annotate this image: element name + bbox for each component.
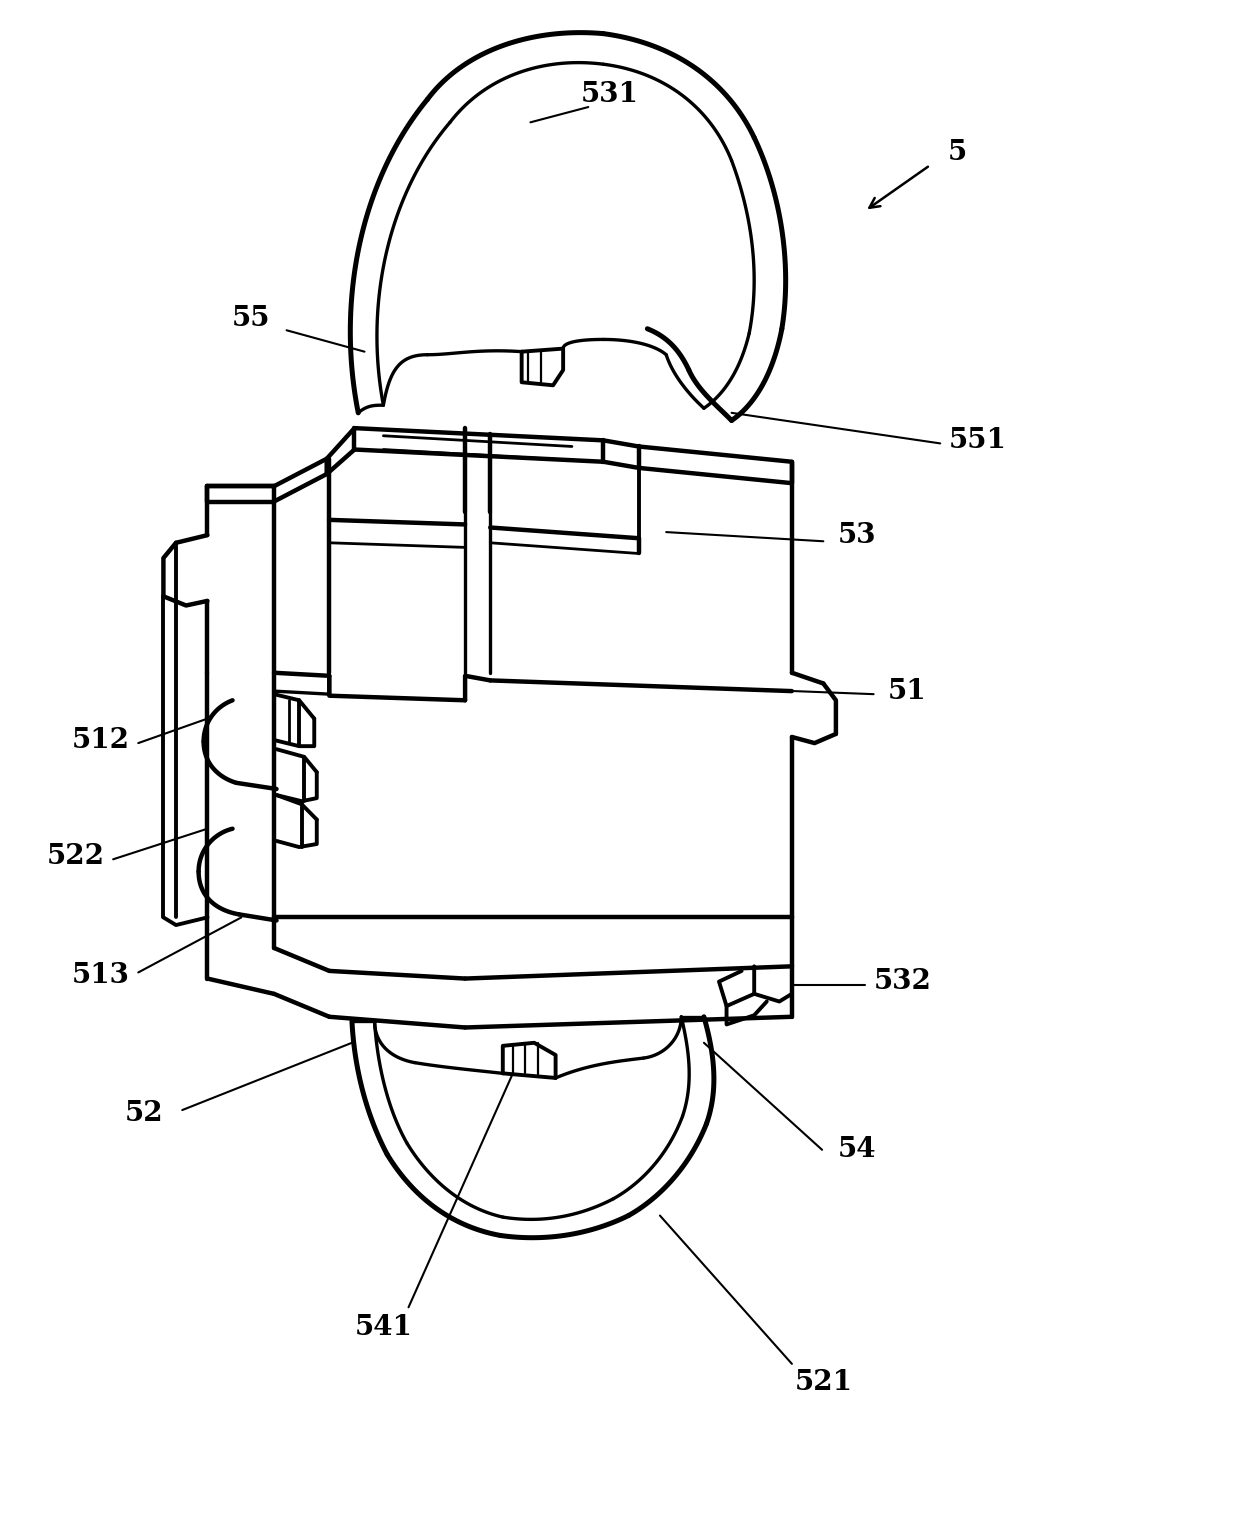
Text: 55: 55: [233, 304, 270, 332]
Text: 521: 521: [794, 1368, 852, 1396]
Text: 51: 51: [889, 677, 926, 705]
Text: 541: 541: [354, 1313, 412, 1341]
Text: 54: 54: [838, 1136, 876, 1164]
Text: 513: 513: [72, 962, 129, 989]
Text: 53: 53: [838, 521, 876, 549]
Text: 532: 532: [874, 968, 931, 995]
Text: 551: 551: [949, 427, 1007, 454]
Text: 5: 5: [948, 139, 968, 167]
Text: 52: 52: [126, 1099, 163, 1127]
Text: 531: 531: [581, 81, 639, 109]
Text: 512: 512: [72, 726, 129, 754]
Text: 522: 522: [47, 842, 104, 870]
